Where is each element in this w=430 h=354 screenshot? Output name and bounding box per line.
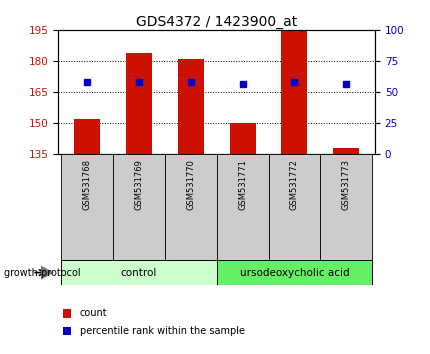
Text: GSM531769: GSM531769 bbox=[134, 159, 143, 210]
Text: GSM531772: GSM531772 bbox=[289, 159, 298, 210]
Bar bbox=[61, 260, 216, 285]
Bar bbox=[164, 154, 216, 260]
Bar bbox=[63, 327, 71, 335]
Bar bbox=[216, 154, 268, 260]
Text: ursodeoxycholic acid: ursodeoxycholic acid bbox=[239, 268, 348, 278]
Bar bbox=[281, 30, 307, 154]
Bar bbox=[229, 123, 255, 154]
Bar bbox=[268, 154, 319, 260]
Bar bbox=[333, 148, 359, 154]
Text: growth protocol: growth protocol bbox=[4, 268, 81, 278]
Text: GSM531768: GSM531768 bbox=[82, 159, 91, 210]
Bar bbox=[216, 260, 372, 285]
Text: GSM531773: GSM531773 bbox=[341, 159, 350, 210]
Bar bbox=[63, 309, 71, 318]
Text: percentile rank within the sample: percentile rank within the sample bbox=[80, 326, 244, 336]
Polygon shape bbox=[41, 266, 54, 280]
Bar bbox=[113, 154, 164, 260]
Text: GSM531770: GSM531770 bbox=[186, 159, 195, 210]
Title: GDS4372 / 1423900_at: GDS4372 / 1423900_at bbox=[135, 15, 297, 29]
Bar bbox=[177, 59, 203, 154]
Text: count: count bbox=[80, 308, 107, 318]
Bar bbox=[61, 154, 113, 260]
Text: GSM531771: GSM531771 bbox=[237, 159, 246, 210]
Bar bbox=[126, 53, 151, 154]
Text: control: control bbox=[120, 268, 157, 278]
Bar bbox=[74, 119, 99, 154]
Bar bbox=[319, 154, 372, 260]
